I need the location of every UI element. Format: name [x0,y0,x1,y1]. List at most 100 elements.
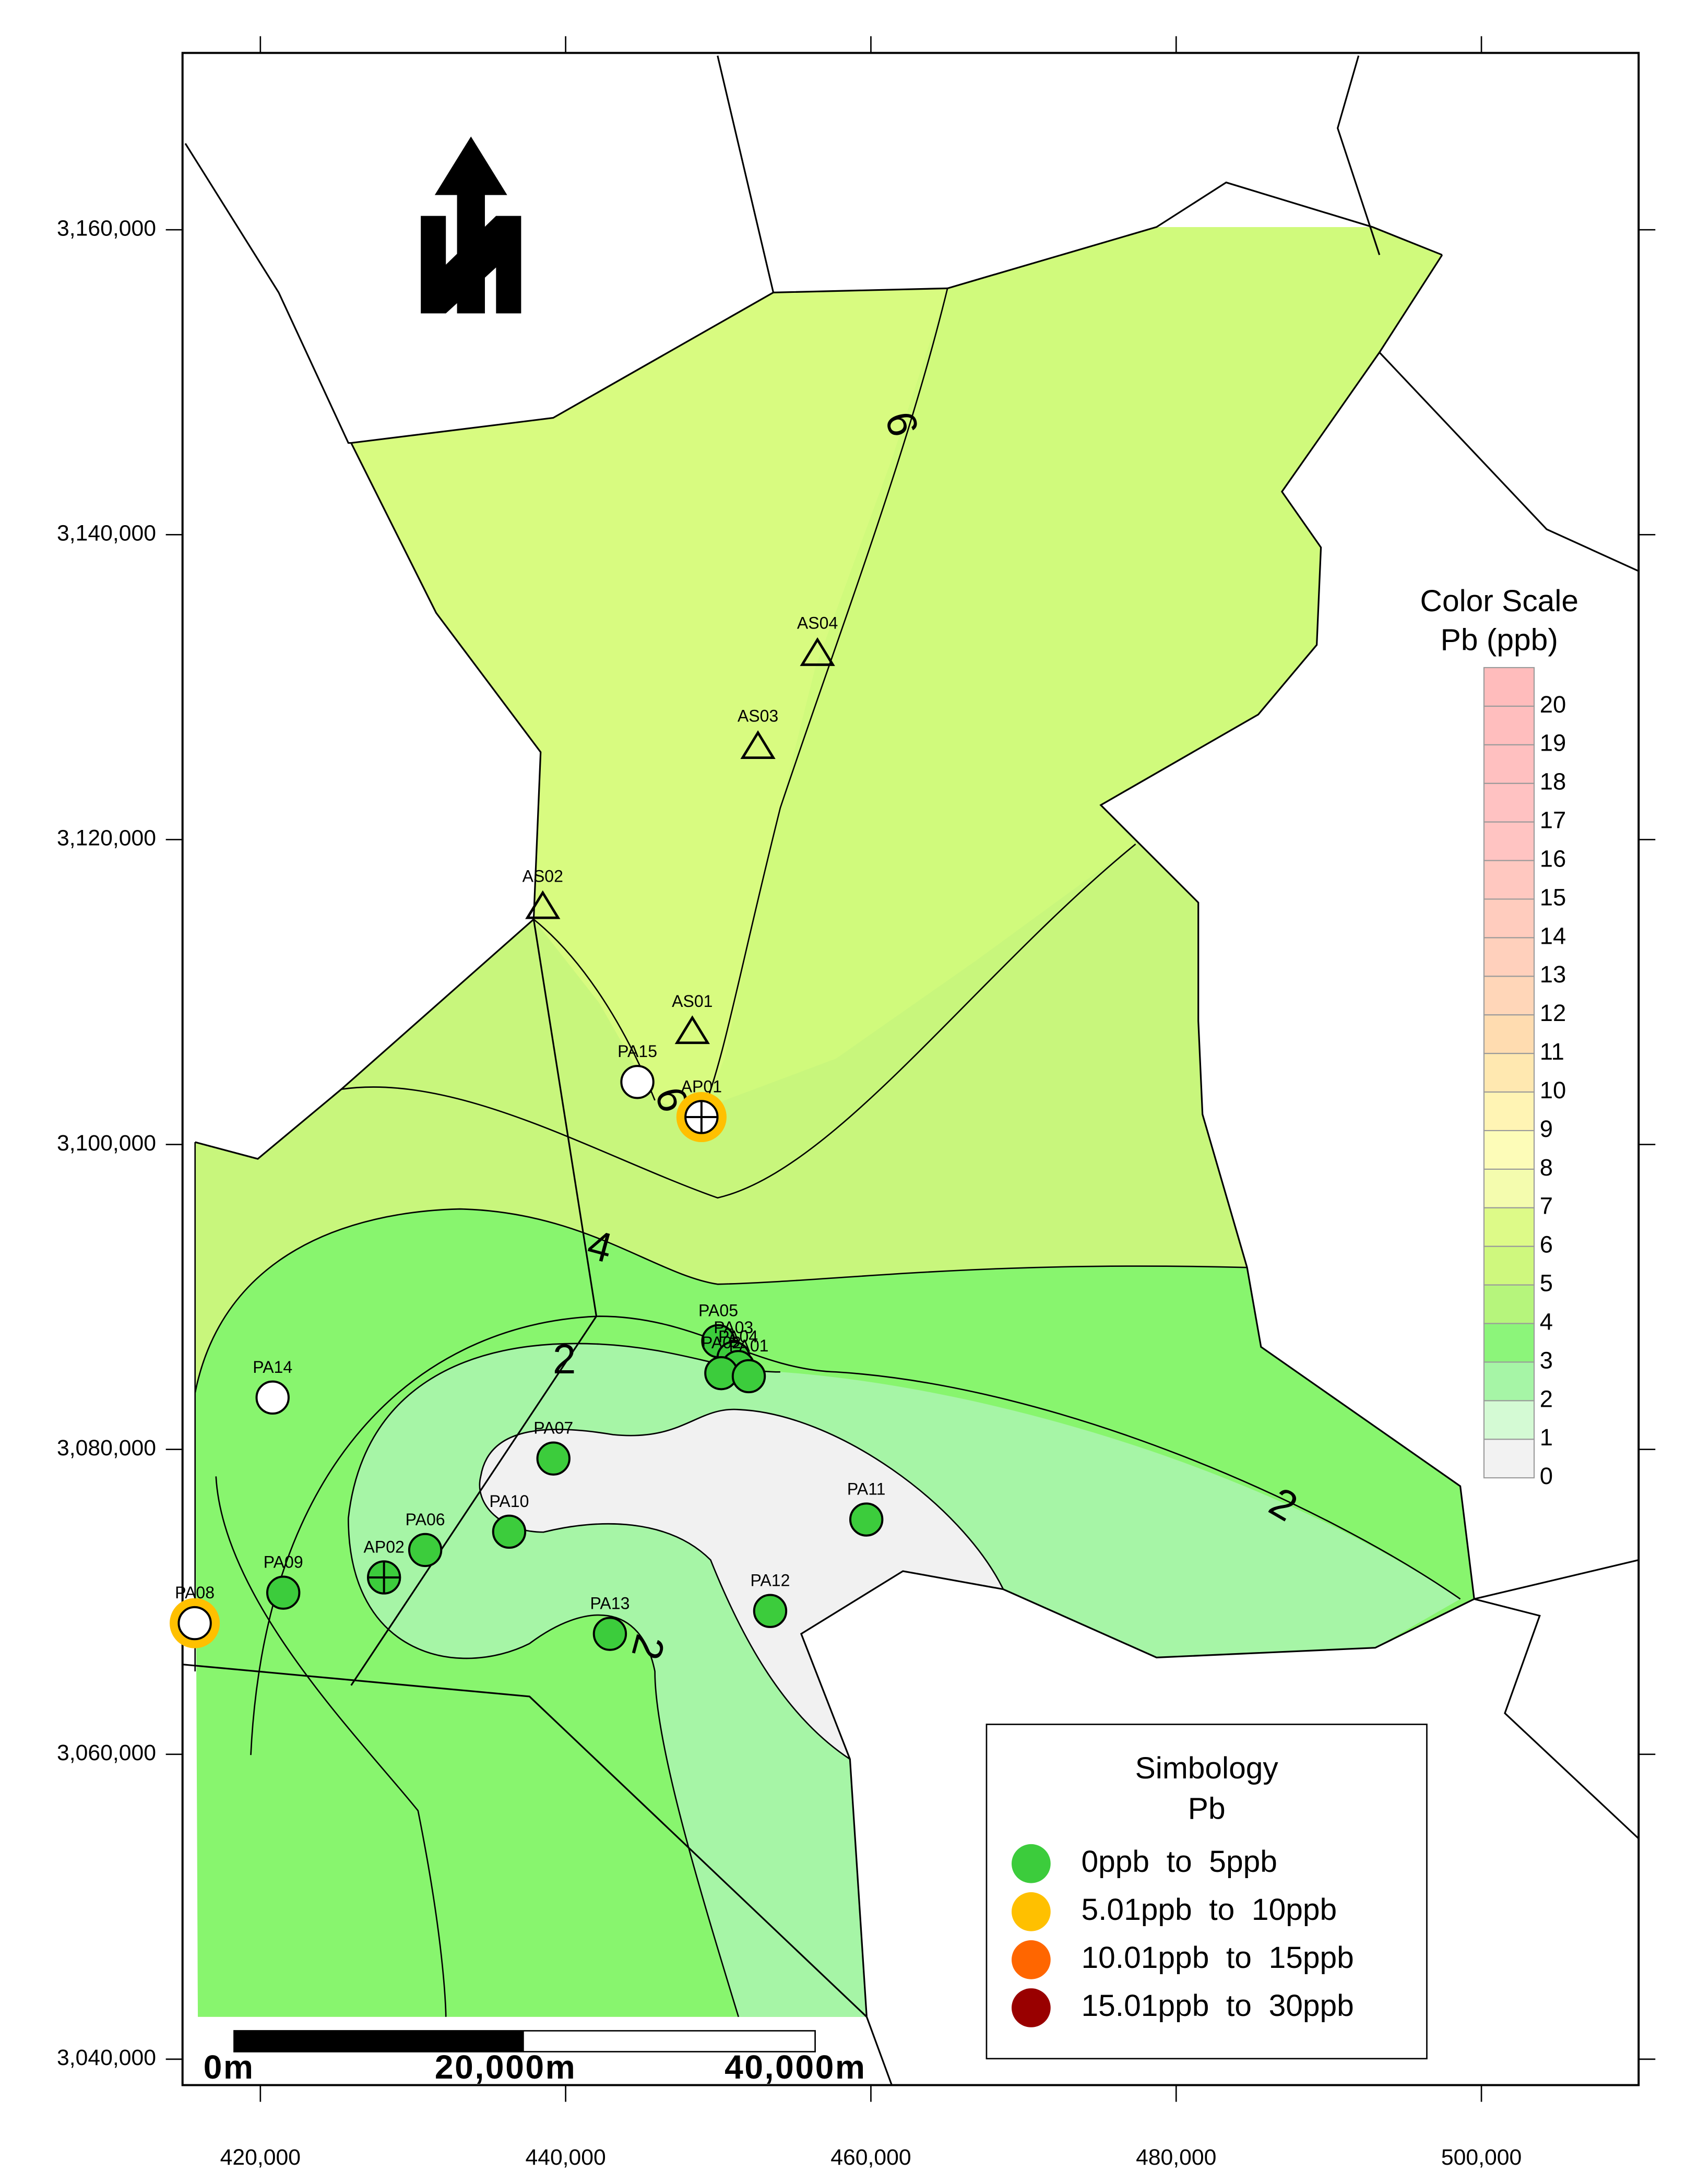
color-scale-label: 20 [1540,691,1566,718]
legend-box [986,1724,1428,2060]
point-label: AS01 [672,992,713,1011]
color-scale-label: 4 [1540,1308,1553,1335]
contour-line [215,1476,447,2017]
point-label: PA11 [847,1479,886,1498]
color-scale-label: 18 [1540,768,1566,795]
x-tick-label: 440,000 [525,2145,605,2170]
boundary [1379,351,1639,572]
point-label: PA01 [729,1336,769,1355]
y-tick-label: 3,060,000 [57,1740,156,1765]
color-scale-label: 0 [1540,1463,1553,1489]
point-marker [620,1065,655,1099]
contour-line [341,843,1136,1199]
contour-line [348,1518,740,2017]
scale-bar-label: 20,000m [435,2048,577,2086]
point-label: PA04 [718,1327,758,1346]
color-scale-label: 7 [1540,1193,1553,1219]
point-label: PA05 [698,1301,738,1320]
contour-label: 2 [553,1336,576,1382]
color-scale-swatch [1483,1014,1535,1054]
point-marker [592,1617,627,1651]
point-label: PA09 [264,1553,303,1572]
sample-points: AS04 AS03 AS02 AS01 PA15 AP01 PA05PA03PA04PA02… [170,614,886,1651]
point-label: PA02 [702,1333,741,1352]
color-scale-label: 10 [1540,1077,1566,1103]
legend-swatch [1012,1940,1051,1979]
color-scale-swatch [1483,1323,1535,1363]
legend-swatch [1012,1988,1051,2027]
point-marker [674,1015,710,1044]
y-tick-label: 3,040,000 [57,2045,156,2070]
north-arrow-letter [421,216,521,314]
color-scale-swatch [1483,1130,1535,1170]
point-label: PA06 [406,1510,445,1529]
scale-bar-segment [234,2031,524,2052]
legend-swatch [1012,1892,1051,1931]
boundary [717,55,775,293]
color-scale-label: 5 [1540,1270,1553,1297]
legend-swatch [1012,1844,1051,1883]
map-frame [181,52,1640,2086]
legend-label: 0ppb to 5ppb [1081,1845,1277,1879]
y-tick-label: 3,120,000 [57,826,156,851]
color-scale-swatch [1483,1053,1535,1093]
color-scale-swatch [1483,898,1535,939]
scale-bar: 0m 20,000m 40,000m [204,2030,866,2086]
boundary [1474,1598,1640,1839]
color-scale-swatch [1483,1245,1535,1286]
color-scale-swatch [1483,782,1535,823]
color-scale-label: 6 [1540,1231,1553,1258]
scale-bar-label: 40,000m [725,2048,866,2086]
color-scale-label: 8 [1540,1154,1553,1181]
zone-6-plus [351,288,948,1118]
point-label: PA03 [714,1318,753,1337]
color-scale-label: 9 [1540,1115,1553,1142]
point-marker [731,1359,766,1394]
point-marker [408,1533,443,1568]
color-scale-swatch [1483,1284,1535,1324]
legend: Simbology Pb 0ppb to 5ppb 5.01ppb to 10pp… [986,1724,1428,2060]
point-marker [492,1514,527,1549]
point-label: AP01 [681,1077,722,1096]
color-scale-label: 19 [1540,730,1566,756]
point-label: PA07 [533,1419,573,1438]
boundary [1336,55,1381,255]
boundary [800,1570,1475,2086]
color-scale-swatch [1483,1207,1535,1247]
point-label: AS04 [797,614,838,633]
color-scale-label: 2 [1540,1385,1553,1412]
boundaries [182,55,1640,2086]
legend-label: 5.01ppb to 10ppb [1081,1893,1337,1927]
zone-north [700,227,1442,1118]
point-marker [177,1606,212,1641]
north-arrow [421,136,521,314]
color-scale-title: Color Scale [1420,584,1578,618]
point-marker [525,890,561,919]
color-scale-swatch [1483,1361,1535,1402]
surface [195,227,1475,2017]
point-label: PA13 [590,1594,630,1612]
x-tick-label: 500,000 [1441,2145,1522,2170]
boundary [350,442,598,1686]
color-scale-swatch [1483,1091,1535,1131]
color-scale-label: 17 [1540,807,1566,834]
color-scale-swatch [1483,937,1535,977]
y-tick-label: 3,160,000 [57,216,156,241]
color-scale: Color Scale Pb (ppb) 0123456789101112131… [1420,584,1578,1489]
boundary [1099,254,1639,1600]
x-tick-label: 460,000 [830,2145,911,2170]
point-marker [740,730,776,759]
legend-label: 10.01ppb to 15ppb [1081,1941,1353,1975]
color-scale-swatch [1483,821,1535,861]
point-marker [800,637,835,666]
point-marker [255,1380,290,1415]
color-scale-label: 1 [1540,1424,1553,1451]
point-marker [266,1575,301,1610]
zone-0-1 [479,1409,1003,1760]
point-marker [849,1502,884,1537]
point-label: PA12 [750,1571,790,1590]
y-tick-label: 3,140,000 [57,521,156,546]
